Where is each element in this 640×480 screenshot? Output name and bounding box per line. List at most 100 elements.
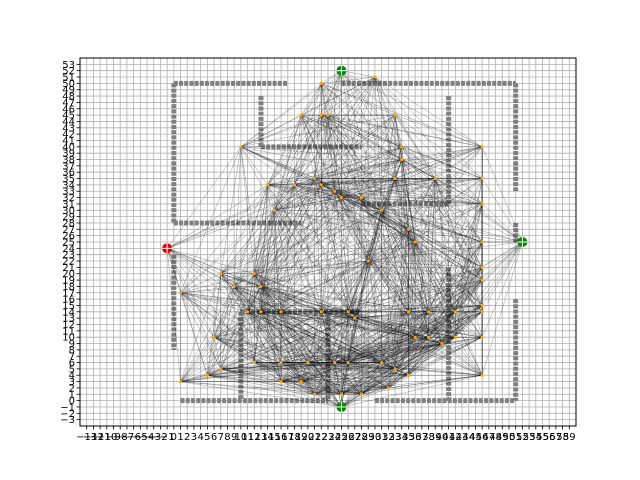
roadmap-node <box>279 379 283 384</box>
roadmap-edge <box>374 76 483 179</box>
roadmap-edge <box>394 337 416 369</box>
y-tick-label: 19 <box>62 276 75 287</box>
roadmap-node <box>245 310 250 314</box>
x-tick-label: 58 <box>556 432 569 443</box>
y-tick-label: 31 <box>62 199 75 210</box>
roadmap-edge <box>180 337 215 382</box>
roadmap-edge <box>388 375 409 389</box>
roadmap-edge <box>280 311 342 395</box>
roadmap-edge <box>321 267 483 312</box>
roadmap-edge <box>220 178 315 274</box>
roadmap-edge <box>281 362 349 382</box>
roadmap-edge <box>267 159 402 186</box>
roadmap-node <box>393 113 397 117</box>
x-tick-label: 22 <box>315 432 328 443</box>
roadmap-node <box>426 310 431 314</box>
roadmap-edge <box>220 273 282 363</box>
roadmap-edge <box>408 229 416 338</box>
roadmap-node <box>259 284 263 289</box>
roadmap-node <box>319 113 323 117</box>
x-tick-label: 33 <box>389 432 402 443</box>
roadmap-edge <box>167 248 282 363</box>
roadmap-node <box>205 373 209 377</box>
y-axis-ticks: −3−2−10123456789101112131415161718192021… <box>60 60 80 426</box>
roadmap-edge <box>220 368 389 389</box>
goal-marker <box>517 237 528 247</box>
roadmap-edge <box>207 337 215 376</box>
roadmap-edge <box>381 210 456 312</box>
roadmap-edge <box>294 115 329 185</box>
roadmap-edge <box>254 260 369 274</box>
x-tick-label: 43 <box>456 432 469 443</box>
roadmap-edge <box>214 337 349 363</box>
roadmap-edge <box>180 292 248 312</box>
roadmap-edge <box>388 241 416 388</box>
roadmap-edge <box>260 286 429 312</box>
x-tick-label: 49 <box>496 432 509 443</box>
roadmap-edge <box>180 381 342 408</box>
roadmap-edge <box>254 197 342 274</box>
y-tick-label: 47 <box>62 98 75 109</box>
roadmap-edge <box>354 317 429 338</box>
roadmap-edge <box>274 184 322 211</box>
roadmap-edge <box>301 381 315 395</box>
roadmap-edge <box>240 146 382 211</box>
roadmap-edge <box>408 241 483 312</box>
x-tick-label: 12 <box>248 432 261 443</box>
roadmap-node <box>299 113 303 117</box>
roadmap-edge <box>240 114 396 147</box>
y-tick-label: −1 <box>60 402 75 413</box>
roadmap-edge <box>381 210 483 243</box>
roadmap-edge <box>260 286 349 312</box>
roadmap-edge <box>234 184 322 287</box>
roadmap-edge <box>307 311 429 363</box>
goal-marker <box>336 65 347 76</box>
y-tick-label: 10 <box>62 333 75 344</box>
roadmap-edge <box>301 70 342 116</box>
roadmap-edge <box>348 343 442 363</box>
roadmap-edge <box>220 286 262 369</box>
roadmap-nodes <box>178 75 484 396</box>
roadmap-edge <box>381 337 429 363</box>
roadmap-edge <box>166 248 181 382</box>
roadmap-edge <box>482 241 523 338</box>
roadmap-edge <box>220 311 349 370</box>
y-tick-label: 21 <box>62 263 75 274</box>
roadmap-edge <box>220 184 295 274</box>
roadmap-edge <box>240 146 295 186</box>
roadmap-edge <box>180 292 282 312</box>
roadmap-edge <box>307 311 456 363</box>
roadmap-edge <box>301 362 382 382</box>
roadmap-edge <box>280 184 295 312</box>
roadmap-edge <box>280 311 349 363</box>
roadmap-edge <box>341 146 483 198</box>
roadmap-edge <box>348 337 456 363</box>
roadmap-edge <box>435 178 483 268</box>
x-tick-label: −12 <box>83 432 104 443</box>
y-tick-label: 33 <box>62 187 75 198</box>
roadmap-edge <box>247 273 255 312</box>
roadmap-node <box>480 240 484 244</box>
roadmap-edge <box>321 191 335 312</box>
roadmap-node <box>366 259 370 263</box>
x-tick-label: 10 <box>234 432 247 443</box>
x-tick-label: −2 <box>153 432 168 443</box>
roadmap-edge <box>247 184 322 312</box>
y-tick-label: 37 <box>62 161 75 172</box>
roadmap-edge <box>220 317 355 370</box>
roadmap-node <box>393 176 397 181</box>
roadmap-edge <box>368 241 416 262</box>
roadmap-edge <box>180 273 255 293</box>
roadmap-edge <box>274 210 282 363</box>
roadmap-edge <box>327 115 362 198</box>
roadmap-edge <box>361 197 523 243</box>
roadmap-edge <box>354 260 369 319</box>
roadmap-edge <box>361 146 483 198</box>
roadmap-edge <box>234 210 382 287</box>
x-tick-label: −1 <box>160 432 175 443</box>
roadmap-edge <box>267 114 396 186</box>
y-tick-label: 44 <box>62 117 75 128</box>
roadmap-edge <box>321 83 335 192</box>
roadmap-edge <box>247 311 309 363</box>
x-tick-label: 29 <box>362 432 375 443</box>
